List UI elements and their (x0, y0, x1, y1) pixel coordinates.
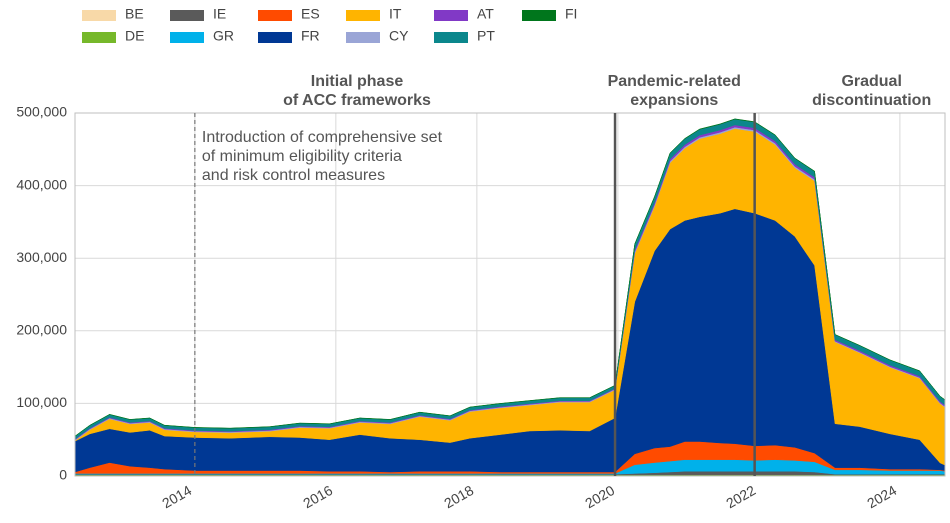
note: Introduction of comprehensive set (202, 129, 443, 146)
legend-label: IT (389, 6, 402, 22)
x-tick-label: 2016 (300, 482, 335, 512)
legend-label: CY (389, 28, 409, 44)
y-tick-label: 0 (59, 467, 67, 483)
legend-swatch (258, 10, 292, 21)
legend-swatch (522, 10, 556, 21)
x-tick-label: 2020 (582, 482, 617, 512)
note: and risk control measures (202, 167, 385, 184)
legend-swatch (346, 32, 380, 43)
y-tick-label: 300,000 (16, 249, 67, 265)
y-tick-label: 200,000 (16, 322, 67, 338)
y-tick-label: 100,000 (16, 394, 67, 410)
legend-label: ES (301, 6, 320, 22)
legend-swatch (82, 32, 116, 43)
x-tick-label: 2014 (159, 482, 194, 512)
legend-swatch (170, 32, 204, 43)
legend-swatch (258, 32, 292, 43)
phase-label: Initial phase (311, 73, 404, 90)
legend-label: PT (477, 28, 495, 44)
phase-label: discontinuation (812, 92, 931, 109)
phase-label: of ACC frameworks (283, 92, 431, 109)
legend-swatch (82, 10, 116, 21)
phase-label: Pandemic-related (608, 73, 741, 90)
legend-swatch (170, 10, 204, 21)
legend-label: AT (477, 6, 494, 22)
x-tick-label: 2018 (441, 482, 476, 512)
phase-label: Gradual (841, 73, 901, 90)
note: of minimum eligibility criteria (202, 148, 402, 165)
legend-label: FI (565, 6, 577, 22)
x-tick-label: 2024 (864, 482, 899, 512)
y-tick-label: 500,000 (16, 104, 67, 120)
legend-label: FR (301, 28, 320, 44)
legend-label: GR (213, 28, 234, 44)
x-tick-label: 2022 (723, 482, 758, 512)
legend-swatch (434, 10, 468, 21)
legend-label: DE (125, 28, 144, 44)
y-tick-label: 400,000 (16, 176, 67, 192)
phase-label: expansions (630, 92, 718, 109)
legend-label: BE (125, 6, 144, 22)
legend-swatch (434, 32, 468, 43)
legend-label: IE (213, 6, 226, 22)
legend-swatch (346, 10, 380, 21)
